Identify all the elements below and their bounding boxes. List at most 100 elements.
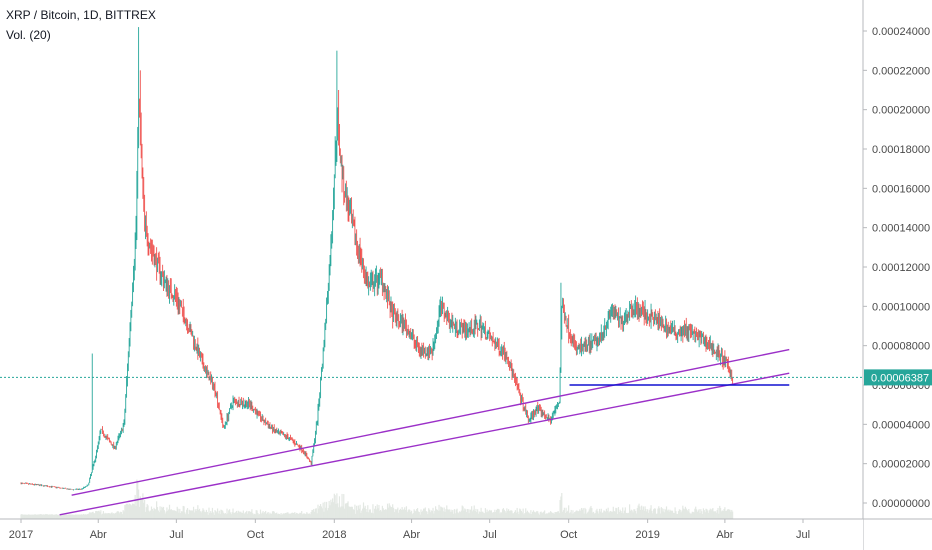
volume-bar [515,512,517,519]
volume-bar [391,507,393,519]
volume-bar [719,507,722,519]
time-tick-label: 2018 [322,529,346,541]
volume-bar [30,514,32,519]
volume-bar [574,511,577,519]
trendlines[interactable] [59,348,790,516]
volume-bar [639,506,641,519]
volume-bar [266,512,268,519]
volume-bar [689,512,691,519]
volume-indicator-label[interactable]: Vol. (20) [6,28,51,42]
volume-bar [20,514,22,519]
volume-bar [673,513,675,519]
volume-bar [362,508,364,519]
volume-bar [601,512,603,519]
volume-bar [421,511,423,519]
volume-bar [519,508,521,519]
volume-bar [178,512,180,519]
volume-bar [703,510,705,519]
volume-bar [248,511,250,519]
volume-bar [614,511,616,519]
volume-bar [486,509,488,519]
time-tick-label: Abr [403,529,420,541]
volume-bar [245,511,247,519]
volume-bar [317,504,319,519]
volume-bar [685,508,687,519]
volume-bar [186,509,188,519]
volume-bar [366,511,368,519]
volume-bar [39,514,41,519]
volume-bar [470,509,472,519]
volume-bar [687,511,689,519]
volume-bar [295,512,298,519]
trendline-channel-upper[interactable] [71,348,790,496]
volume-bar [568,513,571,519]
volume-bar [90,512,92,519]
volume-bar [370,512,372,519]
volume-bar [261,512,263,519]
volume-bar [629,510,632,519]
volume-bar [133,504,135,519]
volume-bar [688,509,690,519]
volume-bar [618,511,620,519]
volume-bar [210,512,213,519]
volume-bar [147,505,149,519]
volume-bar [718,513,720,519]
volume-bar [390,506,392,519]
volume-bar [534,512,536,519]
volume-bar [237,510,239,519]
volume-bar [338,507,340,519]
volume-bar [492,512,494,519]
volume-bar [572,510,574,519]
time-tick-label: 2019 [635,529,659,541]
price-axis[interactable]: 0.000000000.000020000.000040000.00006000… [863,26,930,510]
volume-bar [287,512,289,519]
trendline-channel-lower[interactable] [59,372,790,516]
volume-bar [81,514,83,519]
volume-bar [21,514,23,519]
volume-bar [272,511,274,519]
volume-bar [231,512,233,519]
volume-bar [330,499,332,519]
volume-bar [367,505,369,519]
volume-bar [341,493,343,519]
volume-bar [602,512,604,519]
volume-bar [476,512,478,519]
volume-bar [299,512,301,519]
volume-bar [616,508,618,519]
volume-bar [22,514,25,519]
volume-bar [76,514,78,519]
volume-bar [443,507,445,519]
volume-bar [325,507,327,519]
volume-bar [87,514,89,519]
volume-bar [555,511,557,519]
volume-bar [726,510,728,519]
volume-bar [544,510,546,519]
volume-bar [481,511,483,519]
volume-bar [170,509,172,519]
volume-bar [484,508,486,519]
volume-bar [605,508,608,519]
volume-bar [553,513,555,519]
volume-bar [586,512,589,519]
volume-bar [327,507,329,519]
volume-bar [657,508,659,519]
volume-bar [108,513,111,519]
volume-bar [83,513,85,519]
time-axis[interactable]: 2017 Abr Jul Oct 2018 Abr Jul Oct 2019 Abr Jul [9,519,810,541]
volume-bar [692,511,694,519]
volume-bar [650,505,652,519]
volume-bar [392,507,395,519]
volume-bar [581,509,583,519]
volume-bar [247,511,250,519]
volume-bar [198,510,200,519]
volume-bar [149,511,151,519]
volume-bar [465,512,468,519]
volume-bar [615,507,617,519]
volume-bar [422,510,424,519]
volume-bar [409,509,411,519]
volume-bar [156,501,158,519]
volume-bar [291,512,293,519]
volume-bar [550,512,553,519]
time-tick-label: Jul [796,529,810,541]
